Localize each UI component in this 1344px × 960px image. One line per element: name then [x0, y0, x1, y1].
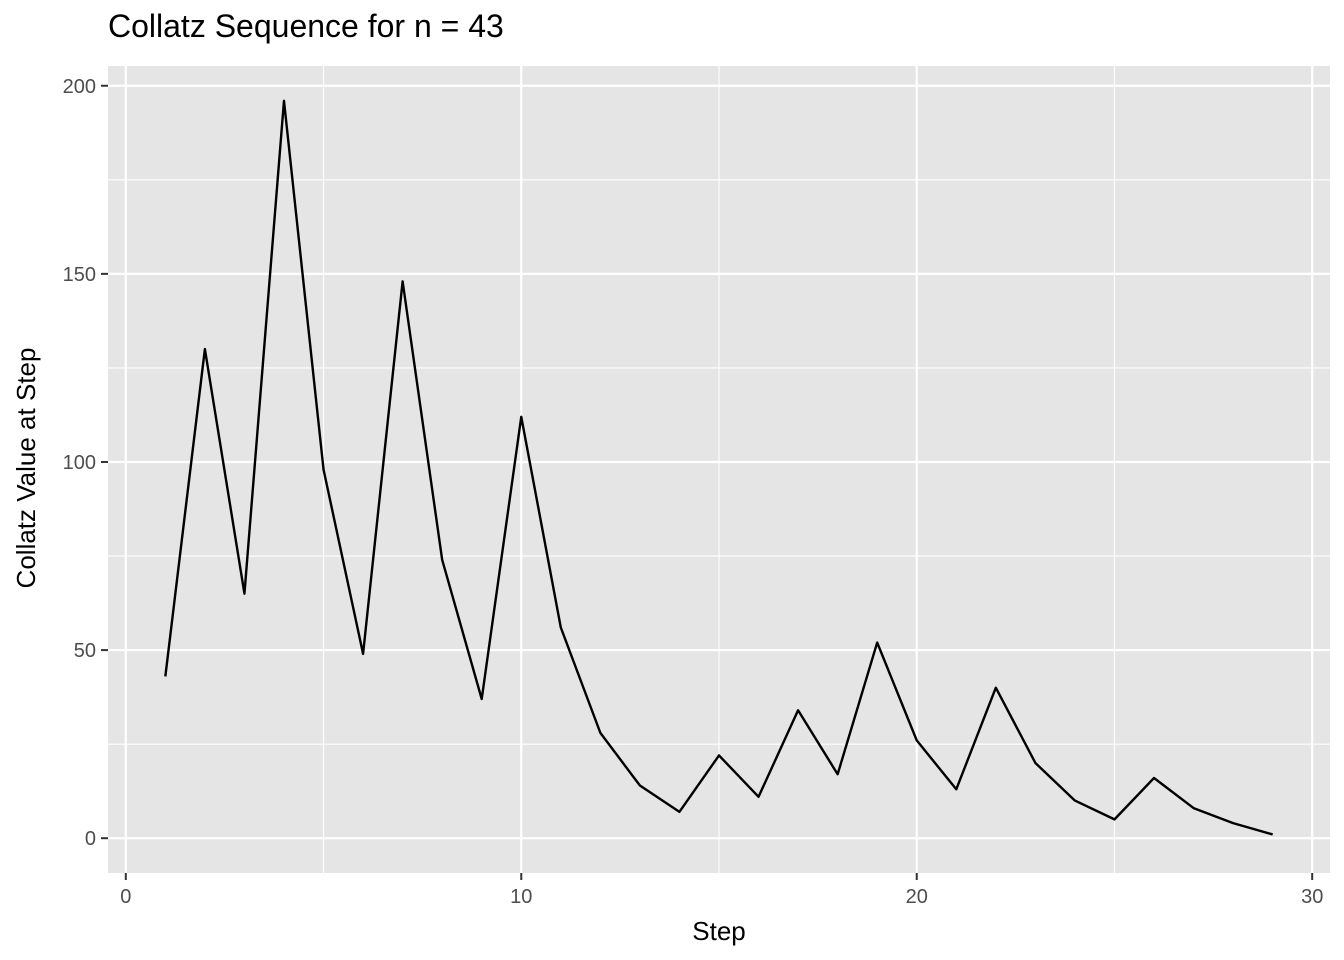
- y-tick-label: 150: [63, 264, 96, 286]
- y-tick-label: 50: [74, 640, 96, 662]
- y-tick-label: 200: [63, 76, 96, 98]
- y-tick-label: 100: [63, 452, 96, 474]
- x-tick-label: 30: [1301, 886, 1323, 908]
- major-gridlines: [108, 66, 1330, 873]
- x-axis-title: Step: [692, 916, 746, 946]
- x-axis: 0 10 20 30: [120, 873, 1323, 908]
- x-tick-label: 0: [120, 886, 131, 908]
- x-tick-label: 20: [906, 886, 928, 908]
- y-axis: 0 50 100 150 200: [63, 76, 108, 850]
- y-axis-title: Collatz Value at Step: [11, 348, 41, 589]
- y-tick-label: 0: [85, 828, 96, 850]
- x-tick-label: 10: [510, 886, 532, 908]
- chart-title: Collatz Sequence for n = 43: [108, 8, 504, 44]
- series-layer: [164, 99, 1273, 836]
- series-line: [164, 99, 1273, 836]
